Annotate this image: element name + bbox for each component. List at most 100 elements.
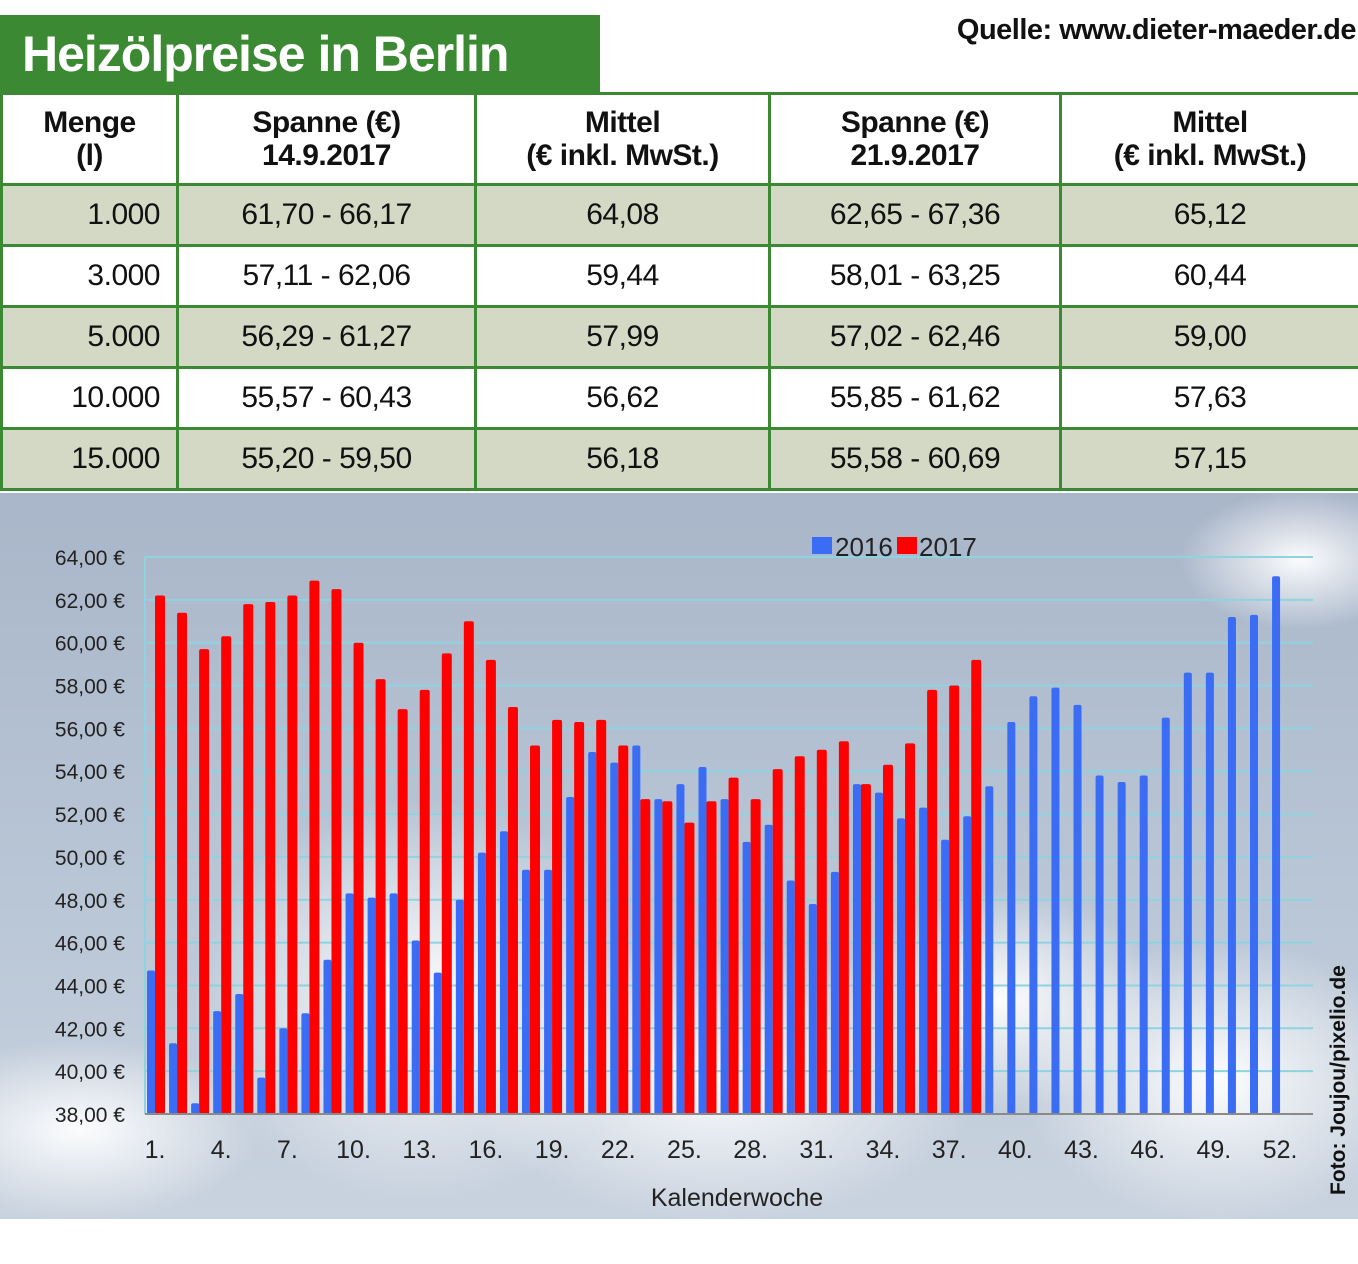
bar-2017-week-6: [265, 601, 276, 1114]
bar-2016-week-38: [963, 816, 972, 1114]
x-tick-label: 52.: [1263, 1136, 1298, 1164]
bar-2017-week-26: [706, 801, 717, 1114]
table-cell: 1.000: [0, 183, 179, 247]
bar-2016-week-5: [235, 994, 244, 1114]
table-cell: 57,11 - 62,06: [176, 244, 477, 308]
bar-2016-week-52: [1272, 576, 1281, 1114]
bar-2017-week-18: [530, 745, 541, 1114]
legend-label-2016: 2016: [835, 532, 893, 562]
y-tick-label: 46,00 €: [55, 933, 125, 956]
x-tick-label: 13.: [402, 1136, 437, 1164]
table-row: 15.000 55,20 - 59,50 56,18 55,58 - 60,69…: [0, 427, 1358, 491]
bar-2016-week-27: [720, 799, 729, 1114]
table-cell: 56,62: [474, 366, 771, 430]
table-row: 5.000 56,29 - 61,27 57,99 57,02 - 62,46 …: [0, 305, 1358, 369]
table-cell: 59,44: [474, 244, 771, 308]
bar-2016-week-16: [477, 852, 486, 1114]
y-axis-labels: 38,00 € 40,00 € 42,00 € 44,00 € 46,00 € 48,00…: [55, 547, 125, 1127]
x-tick-label: 7.: [277, 1136, 298, 1164]
legend-swatch-2017: [897, 537, 917, 554]
y-tick-label: 44,00 €: [55, 975, 125, 998]
table-cell: 61,70 - 66,17: [176, 183, 477, 247]
table-cell: 55,85 - 61,62: [768, 366, 1062, 430]
bar-2016-week-17: [499, 831, 508, 1114]
table-cell: 65,12: [1059, 183, 1358, 247]
price-chart: 38,00 € 40,00 € 42,00 € 44,00 € 46,00 € 48,00…: [0, 493, 1358, 1219]
bar-2017-week-3: [199, 649, 210, 1114]
y-tick-label: 40,00 €: [55, 1061, 125, 1084]
bar-2016-week-18: [522, 869, 531, 1114]
bar-2017-week-13: [419, 689, 430, 1114]
x-tick-label: 34.: [866, 1136, 901, 1164]
bars: [147, 576, 1281, 1114]
x-tick-label: 16.: [469, 1136, 504, 1164]
bar-2016-week-22: [610, 762, 619, 1114]
bar-2016-week-33: [852, 784, 861, 1114]
bar-2016-week-37: [941, 839, 950, 1114]
bar-2016-week-41: [1029, 696, 1038, 1114]
bar-2016-week-15: [455, 899, 464, 1114]
bar-2016-week-40: [1007, 721, 1016, 1114]
table-cell: 60,44: [1059, 244, 1358, 308]
bar-2016-week-9: [323, 959, 332, 1114]
bar-2017-week-33: [860, 784, 871, 1114]
bar-2016-week-32: [830, 871, 839, 1114]
legend: 2016 2017: [812, 532, 977, 562]
x-tick-label: 49.: [1196, 1136, 1231, 1164]
bar-2017-week-20: [574, 721, 585, 1114]
table-cell: 10.000: [0, 366, 179, 430]
bar-2016-week-50: [1227, 616, 1236, 1114]
y-tick-label: 56,00 €: [55, 718, 125, 741]
column-header: Spanne (€) 14.9.2017: [176, 92, 477, 186]
bar-2016-week-4: [213, 1011, 222, 1114]
bar-2016-week-51: [1250, 614, 1258, 1114]
bar-2016-week-7: [279, 1028, 288, 1114]
bar-2016-week-10: [345, 893, 354, 1114]
table-cell: 62,65 - 67,36: [768, 183, 1062, 247]
table-cell: 56,29 - 61,27: [176, 305, 477, 369]
bar-2017-week-28: [750, 799, 761, 1114]
table-cell: 59,00: [1059, 305, 1358, 369]
y-tick-label: 60,00 €: [55, 633, 125, 656]
table-cell: 56,18: [474, 427, 771, 491]
x-tick-label: 1.: [145, 1136, 166, 1164]
bar-2017-week-7: [287, 595, 298, 1114]
bar-2017-week-30: [794, 756, 805, 1114]
bar-2017-week-38: [971, 659, 982, 1114]
x-tick-label: 31.: [799, 1136, 834, 1164]
x-tick-label: 4.: [211, 1136, 232, 1164]
y-tick-label: 48,00 €: [55, 890, 125, 913]
bar-2017-week-22: [618, 745, 629, 1114]
bar-2016-week-48: [1183, 672, 1192, 1114]
table-cell: 57,99: [474, 305, 771, 369]
y-tick-label: 62,00 €: [55, 590, 125, 613]
column-header: Mittel (€ inkl. MwSt.): [1059, 92, 1358, 186]
table-row: 1.000 61,70 - 66,17 64,08 62,65 - 67,36 …: [0, 183, 1358, 247]
x-tick-label: 37.: [932, 1136, 967, 1164]
bar-2016-week-25: [676, 784, 685, 1114]
bar-2017-week-17: [507, 706, 518, 1114]
bar-2017-week-23: [640, 799, 651, 1114]
bar-2016-week-36: [919, 807, 928, 1114]
bar-2016-week-12: [389, 893, 398, 1114]
bar-2016-week-8: [301, 1013, 310, 1114]
x-tick-label: 25.: [667, 1136, 702, 1164]
table-cell: 57,63: [1059, 366, 1358, 430]
y-tick-label: 52,00 €: [55, 804, 125, 827]
table-cell: 58,01 - 63,25: [768, 244, 1062, 308]
bar-2017-week-14: [441, 653, 452, 1114]
table-cell: 55,58 - 60,69: [768, 427, 1062, 491]
bar-2016-week-23: [632, 745, 641, 1114]
bar-2017-week-5: [243, 604, 254, 1114]
bar-2016-week-3: [191, 1103, 200, 1114]
bar-2017-week-27: [728, 777, 739, 1114]
bar-2017-week-10: [353, 642, 364, 1114]
bar-2016-week-2: [169, 1043, 178, 1114]
table-cell: 55,57 - 60,43: [176, 366, 477, 430]
bar-2016-week-39: [985, 786, 994, 1114]
bar-2016-week-42: [1051, 687, 1060, 1114]
bar-2017-week-9: [331, 589, 342, 1114]
column-header: Mittel (€ inkl. MwSt.): [474, 92, 771, 186]
bar-2017-week-19: [552, 719, 563, 1114]
